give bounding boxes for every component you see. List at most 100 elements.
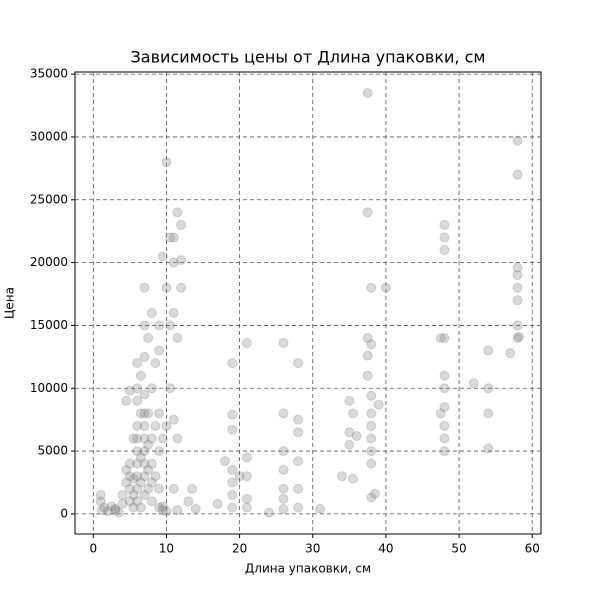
point [176,219,187,230]
point [512,332,523,343]
point [227,477,238,488]
point [102,506,113,517]
y-tick-label: 25000 [30,192,68,206]
x-tick-label: 0 [89,542,97,556]
point [293,502,304,513]
point [351,430,362,441]
point [150,358,161,369]
point [439,433,450,444]
point [366,433,377,444]
point [435,408,446,419]
point [439,245,450,256]
point [468,378,479,389]
point [168,307,179,318]
point [143,483,154,494]
point [132,471,143,482]
point [128,502,139,513]
point [117,498,128,509]
point [99,502,110,513]
point [344,427,355,438]
point [227,502,238,513]
point [278,464,289,475]
point [110,505,121,516]
point [227,490,238,501]
point [512,295,523,306]
point [168,232,179,243]
point [439,232,450,243]
point [366,390,377,401]
point [337,471,348,482]
y-axis-label: Цена [3,287,17,319]
point [183,496,194,507]
point [157,501,168,512]
point [128,490,139,501]
point [344,439,355,450]
point [172,207,183,218]
y-tick-label: 30000 [30,129,68,143]
point [165,232,176,243]
point [139,282,150,293]
point [143,332,154,343]
point [154,446,165,457]
point [439,446,450,457]
point [124,471,135,482]
point [157,505,168,516]
point [366,446,377,457]
point [439,420,450,431]
point [278,338,289,349]
y-tick-label: 35000 [30,67,68,81]
point [124,385,135,396]
point [106,501,117,512]
x-axis-label: Длина упаковки, см [245,562,371,576]
point [135,370,146,381]
point [512,169,523,180]
point [362,370,373,381]
point [161,282,172,293]
point [132,496,143,507]
plot-frame [74,71,542,535]
y-tick-label: 0 [60,506,68,520]
point [366,420,377,431]
point [139,433,150,444]
y-tick-label: 20000 [30,255,68,269]
point [154,483,165,494]
x-tick-label: 60 [525,542,540,556]
point [161,157,172,168]
point [124,483,135,494]
y-tick-label: 10000 [30,381,68,395]
point [168,414,179,425]
point [139,351,150,362]
point [263,507,274,518]
point [132,420,143,431]
point [121,464,132,475]
point [227,358,238,369]
point [117,490,128,501]
point [146,496,157,507]
point [143,464,154,475]
point [154,408,165,419]
point [366,339,377,350]
point [278,503,289,514]
point [435,332,446,343]
point [483,408,494,419]
point [380,282,391,293]
point [234,471,245,482]
point [293,414,304,425]
x-tick-label: 20 [232,542,247,556]
point [344,395,355,406]
point [512,135,523,146]
point [439,402,450,413]
point [150,471,161,482]
point [97,505,108,516]
y-tick-label: 15000 [30,318,68,332]
point [157,433,168,444]
point [278,446,289,457]
point [483,345,494,356]
point [366,458,377,469]
point [165,320,176,331]
point [512,282,523,293]
point [212,498,223,509]
point [241,338,252,349]
point [241,452,252,463]
point [135,502,146,513]
